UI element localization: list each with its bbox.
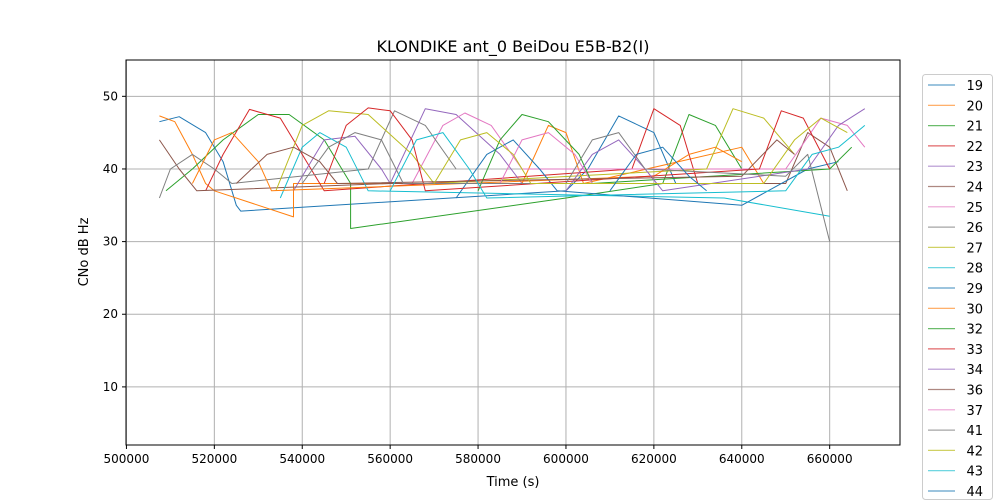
legend-label-34: 34: [966, 363, 983, 378]
x-tick-label: 500000: [104, 452, 150, 466]
legend-label-33: 33: [966, 343, 983, 358]
x-tick-label: 580000: [455, 452, 501, 466]
y-tick-label: 30: [103, 235, 118, 249]
legend-label-29: 29: [966, 282, 983, 297]
legend-label-26: 26: [966, 221, 983, 236]
ticks: 500000 520000 540000 560000 580000 600000 6200…: [103, 89, 853, 466]
legend-label-21: 21: [966, 120, 983, 135]
legend-label-24: 24: [966, 181, 983, 196]
legend-label-37: 37: [966, 404, 983, 419]
y-tick-label: 20: [103, 307, 118, 321]
legend-label-32: 32: [966, 323, 983, 338]
series-line-30: [191, 132, 743, 192]
plot-frame: [125, 59, 901, 446]
series-line-26: [158, 110, 457, 199]
series-line-33: [323, 107, 831, 192]
series-line-41: [301, 132, 831, 242]
y-tick-label: 10: [103, 380, 118, 394]
series-line-28: [279, 132, 830, 217]
legend-label-23: 23: [966, 160, 983, 175]
legend-label-19: 19: [966, 79, 983, 94]
series-line-34: [565, 108, 866, 192]
chart-title: KLONDIKE ant_0 BeiDou E5B-B2(I): [376, 37, 649, 57]
y-axis-label: CNo dB Hz: [77, 217, 92, 286]
legend-label-20: 20: [966, 99, 983, 114]
series-line-20: [159, 115, 765, 218]
series-line-37: [499, 132, 593, 184]
series-line-36: [235, 139, 795, 184]
y-tick-label: 40: [103, 162, 118, 176]
series-line-27: [275, 108, 795, 191]
grid: [125, 60, 900, 445]
legend-label-42: 42: [966, 444, 983, 459]
legend: 19 20 21 22 23 24 25 26 27 28 29 30 32 33 34 36 37 41 42 43…: [922, 74, 993, 500]
y-tick-label: 50: [103, 89, 118, 103]
legend-label-36: 36: [966, 384, 983, 399]
series-line-42: [433, 117, 848, 184]
series-line-43: [389, 125, 866, 199]
series-line-23: [293, 108, 523, 192]
legend-label-44: 44: [966, 485, 983, 500]
x-tick-label: 640000: [719, 452, 765, 466]
legend-label-22: 22: [966, 140, 983, 155]
legend-label-41: 41: [966, 424, 983, 439]
x-tick-label: 560000: [367, 452, 413, 466]
legend-label-43: 43: [966, 465, 983, 480]
legend-label-28: 28: [966, 262, 983, 277]
legend-label-27: 27: [966, 241, 983, 256]
x-axis-label: Time (s): [486, 475, 540, 490]
series-line-19: [159, 115, 677, 212]
x-tick-label: 540000: [279, 452, 325, 466]
x-tick-label: 520000: [191, 452, 237, 466]
series-line-44: [609, 146, 707, 192]
series-line-32: [477, 114, 853, 191]
series-lines: [158, 107, 866, 242]
x-tick-label: 660000: [807, 452, 853, 466]
series-line-22: [205, 108, 699, 192]
x-tick-label: 600000: [543, 452, 589, 466]
x-tick-label: 620000: [631, 452, 677, 466]
legend-label-30: 30: [966, 302, 983, 317]
legend-label-25: 25: [966, 201, 983, 216]
